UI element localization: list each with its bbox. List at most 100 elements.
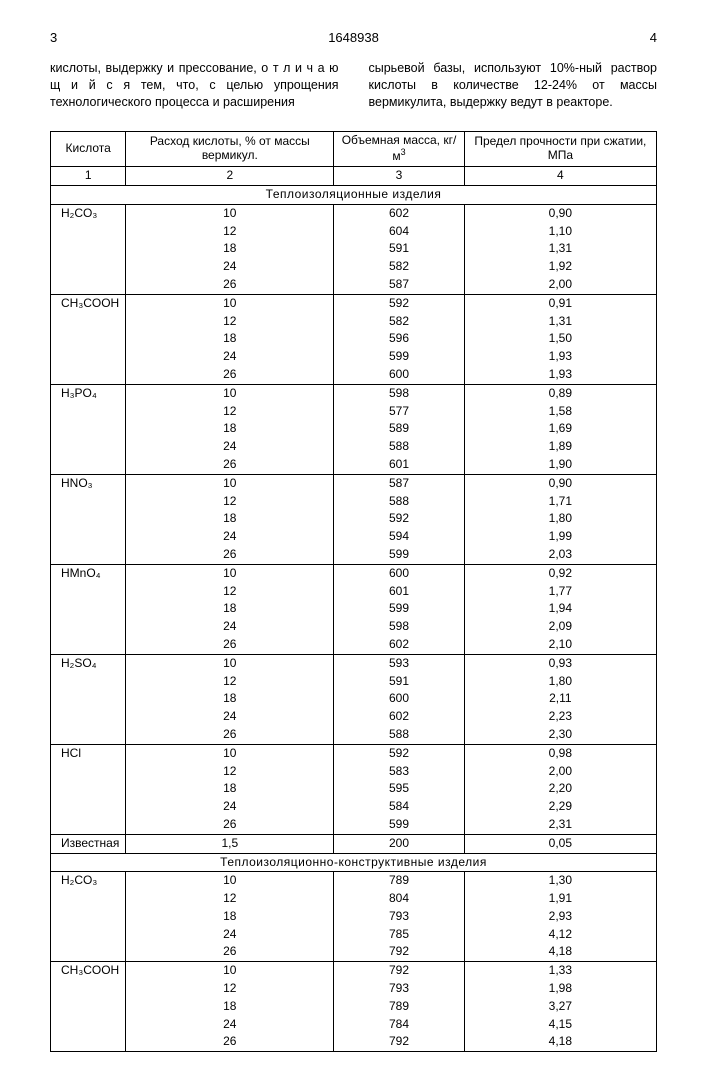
- cell-val: 10: [126, 474, 334, 492]
- cell-val: 10: [126, 744, 334, 762]
- table-row: H₂CO₃ 10 789 1,30: [51, 872, 657, 890]
- table-row: H₃PO₄ 10 598 0,89: [51, 384, 657, 402]
- cell-val: 0,91: [464, 294, 656, 312]
- cell-val: 24: [126, 438, 334, 456]
- cell-val: 0,05: [464, 834, 656, 853]
- cell-val: 588: [334, 726, 464, 744]
- cell-val: 2,23: [464, 708, 656, 726]
- cell-val: 26: [126, 943, 334, 961]
- cell-val: 0,98: [464, 744, 656, 762]
- table-row: 26 599 2,31: [51, 816, 657, 834]
- table-row: 12 583 2,00: [51, 763, 657, 781]
- cell-val: 26: [126, 276, 334, 294]
- cell-val: 583: [334, 763, 464, 781]
- cell-val: 1,69: [464, 420, 656, 438]
- cell-val: 12: [126, 223, 334, 241]
- cell-val: 1,33: [464, 962, 656, 980]
- page-header: 3 1648938 4: [50, 30, 657, 45]
- table-row: 12 582 1,31: [51, 313, 657, 331]
- table-row: 12 591 1,80: [51, 673, 657, 691]
- cell-val: 584: [334, 798, 464, 816]
- cell-val: 588: [334, 438, 464, 456]
- cell-val: 24: [126, 528, 334, 546]
- table-row: Известная 1,5 200 0,05: [51, 834, 657, 853]
- table-row: H₂CO₃ 10 602 0,90: [51, 204, 657, 222]
- cell-val: 18: [126, 420, 334, 438]
- cell-val: 601: [334, 456, 464, 474]
- intro-left: кислоты, выдержку и прессование, о т л и…: [50, 60, 339, 111]
- cell-val: 604: [334, 223, 464, 241]
- intro-right: сырьевой базы, используют 10%-ный раство…: [369, 60, 658, 111]
- cell-val: 0,92: [464, 564, 656, 582]
- page-num-right: 4: [650, 30, 657, 45]
- cell-val: 600: [334, 366, 464, 384]
- table-row: 18 793 2,93: [51, 908, 657, 926]
- cell-val: 12: [126, 583, 334, 601]
- cell-val: 26: [126, 366, 334, 384]
- cell-val: 1,71: [464, 493, 656, 511]
- table-row: H₂SO₄ 10 593 0,93: [51, 654, 657, 672]
- cell-val: 587: [334, 276, 464, 294]
- cell-val: 1,99: [464, 528, 656, 546]
- cell-val: 10: [126, 204, 334, 222]
- num-row: 1 2 3 4: [51, 167, 657, 186]
- cell-val: 3,27: [464, 998, 656, 1016]
- cell-val: 599: [334, 348, 464, 366]
- cell-val: 600: [334, 564, 464, 582]
- acid-cell: H₃PO₄: [51, 384, 126, 402]
- cell-val: 18: [126, 510, 334, 528]
- cell-val: 24: [126, 798, 334, 816]
- data-table: Кислота Расход кислоты, % от массы верми…: [50, 131, 657, 1053]
- cell-val: 12: [126, 313, 334, 331]
- cell-val: 26: [126, 816, 334, 834]
- cell-val: 10: [126, 564, 334, 582]
- table-row: 26 600 1,93: [51, 366, 657, 384]
- cell-val: 600: [334, 690, 464, 708]
- cell-val: 18: [126, 240, 334, 258]
- cell-val: 599: [334, 816, 464, 834]
- cell-val: 24: [126, 618, 334, 636]
- cell-val: 12: [126, 673, 334, 691]
- cell-val: 596: [334, 330, 464, 348]
- cell-val: 789: [334, 998, 464, 1016]
- cell-val: 592: [334, 510, 464, 528]
- cell-val: 598: [334, 618, 464, 636]
- cell-val: 26: [126, 636, 334, 654]
- table-row: 26 601 1,90: [51, 456, 657, 474]
- table-row: 18 592 1,80: [51, 510, 657, 528]
- table-row: 18 599 1,94: [51, 600, 657, 618]
- cell-val: 1,93: [464, 348, 656, 366]
- cell-val: 1,93: [464, 366, 656, 384]
- cell-val: 10: [126, 384, 334, 402]
- cell-val: 12: [126, 403, 334, 421]
- col-consumption: Расход кислоты, % от массы вермикул.: [126, 131, 334, 167]
- col-acid: Кислота: [51, 131, 126, 167]
- cell-val: 1,58: [464, 403, 656, 421]
- cell-val: 2,30: [464, 726, 656, 744]
- cell-val: 602: [334, 636, 464, 654]
- cell-val: 792: [334, 1033, 464, 1051]
- cell-val: 804: [334, 890, 464, 908]
- acid-cell: H₂SO₄: [51, 654, 126, 672]
- table-row: 26 792 4,18: [51, 943, 657, 961]
- cell-val: 0,90: [464, 204, 656, 222]
- cell-val: 792: [334, 962, 464, 980]
- cell-val: 2,03: [464, 546, 656, 564]
- section2-row: Теплоизоляционно-конструктивные изделия: [51, 853, 657, 872]
- cell-val: 4,12: [464, 926, 656, 944]
- cell-val: 1,80: [464, 510, 656, 528]
- cell-val: 1,77: [464, 583, 656, 601]
- page-num-left: 3: [50, 30, 57, 45]
- cell-val: 18: [126, 780, 334, 798]
- table-row: 12 577 1,58: [51, 403, 657, 421]
- table-row: 24 599 1,93: [51, 348, 657, 366]
- cell-val: 24: [126, 348, 334, 366]
- cell-val: 4,18: [464, 943, 656, 961]
- cell-val: 26: [126, 726, 334, 744]
- table-row: 18 589 1,69: [51, 420, 657, 438]
- cell-val: 577: [334, 403, 464, 421]
- cell-val: 789: [334, 872, 464, 890]
- cell-val: 784: [334, 1016, 464, 1034]
- cell-val: 24: [126, 708, 334, 726]
- cell-val: 595: [334, 780, 464, 798]
